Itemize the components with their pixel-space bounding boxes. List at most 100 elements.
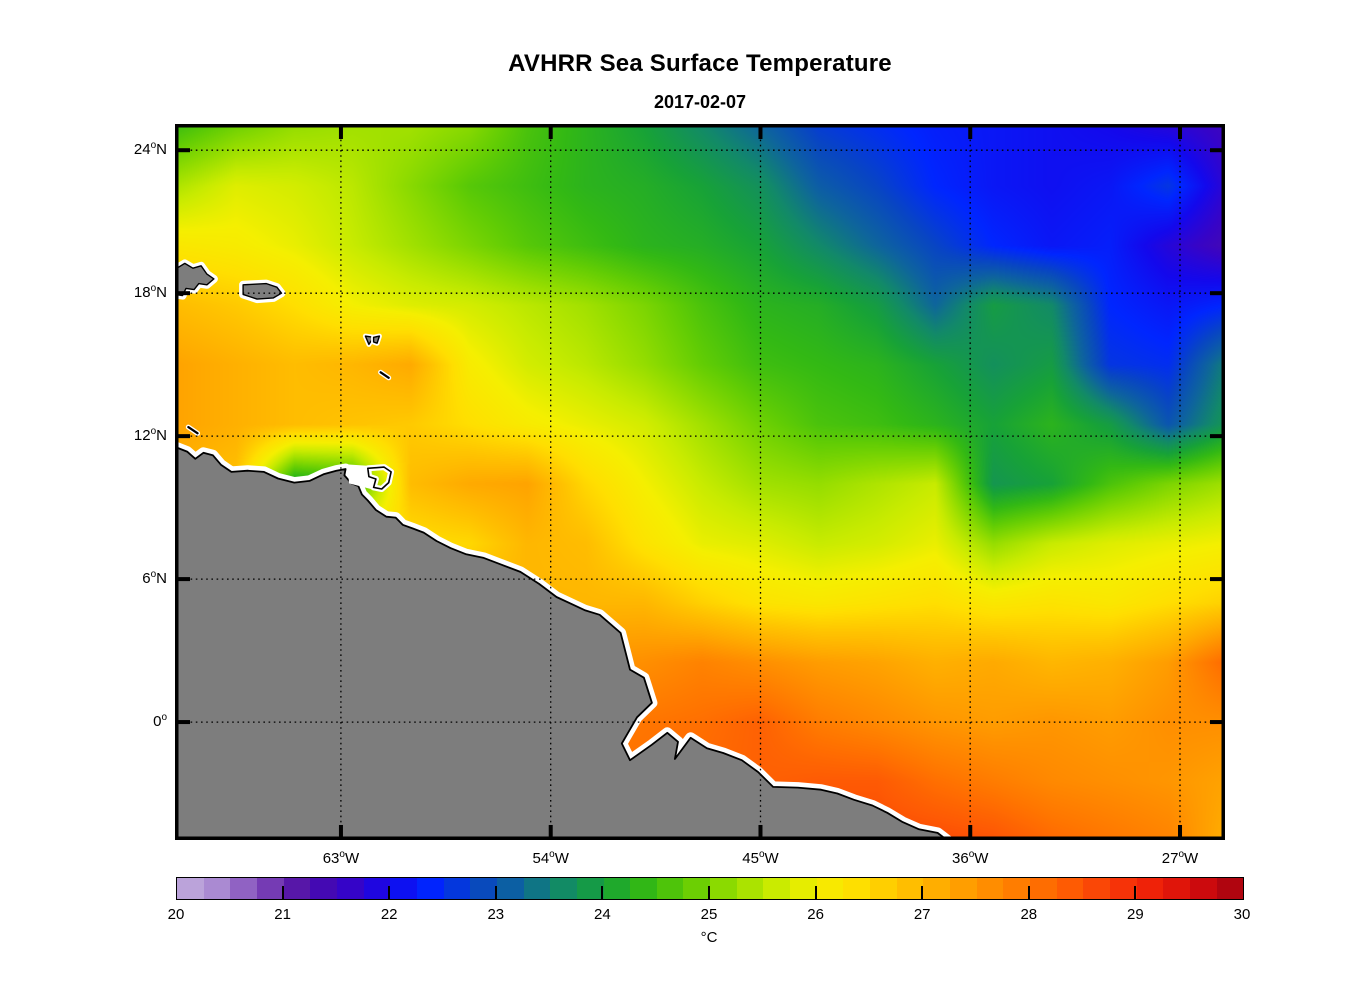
colorbar-segment [1163, 878, 1190, 899]
colorbar-segment [443, 878, 471, 899]
colorbar-segment [230, 878, 257, 899]
colorbar-tick-label: 24 [594, 906, 611, 923]
south-america-land [175, 446, 948, 840]
colorbar-tick [601, 886, 604, 899]
x-tick-top [1178, 126, 1183, 139]
colorbar-segment [843, 878, 871, 899]
x-axis-tick-label: 27oW [1161, 849, 1199, 868]
colorbar-segment [523, 878, 551, 899]
colorbar-segment [710, 878, 737, 899]
x-tick-bottom [1178, 825, 1183, 838]
colorbar-segment [1189, 878, 1217, 899]
colorbar-segment [363, 878, 391, 899]
colorbar-segment [763, 878, 791, 899]
colorbar-segment [390, 878, 417, 899]
colorbar-segment [416, 878, 444, 899]
colorbar-segment [256, 878, 284, 899]
y-tick-right [1210, 720, 1223, 725]
y-tick-left [177, 720, 190, 725]
colorbar-tick-label: 20 [167, 906, 185, 923]
colorbar-tick [281, 886, 284, 899]
colorbar-segment [496, 878, 524, 899]
martinique-island [379, 371, 390, 379]
x-axis-tick-label: 36oW [952, 849, 989, 868]
colorbar-tick-label: 29 [1127, 906, 1144, 923]
y-axis-tick-label: 6oN [142, 569, 167, 588]
colorbar-tick-label: 26 [807, 906, 824, 923]
puerto-rico-island [242, 282, 283, 300]
colorbar-tick [921, 886, 924, 899]
colorbar-segment [683, 878, 711, 899]
colorbar-tick-label: 30 [1233, 906, 1251, 923]
y-axis-tick-label: 18oN [133, 283, 167, 302]
y-tick-right [1210, 577, 1223, 582]
figure-title: AVHRR Sea Surface Temperature [508, 50, 892, 77]
colorbar-segment [1003, 878, 1030, 899]
colorbar-segment [310, 878, 337, 899]
colorbar-tick-label: 21 [274, 906, 291, 923]
x-axis-tick-label: 45oW [742, 849, 779, 868]
colorbar-units-label: °C [700, 929, 718, 946]
colorbar-segment [736, 878, 764, 899]
map-overlay [175, 124, 1225, 840]
colorbar-tick-label: 27 [913, 906, 931, 923]
colorbar-segment [1030, 878, 1057, 899]
x-tick-top [968, 126, 973, 139]
trinidad-outline [367, 466, 392, 490]
y-axis-tick-label: 12oN [133, 426, 167, 445]
colorbar-tick [388, 886, 391, 899]
x-axis-tick-label: 63oW [322, 849, 360, 868]
colorbar-segment [976, 878, 1004, 899]
colorbar-segment [870, 878, 897, 899]
colorbar-tick-label: 28 [1020, 906, 1038, 923]
guadeloupe-b-island [372, 335, 381, 344]
x-tick-bottom [968, 825, 973, 838]
y-tick-left [177, 577, 190, 582]
colorbar [176, 877, 1244, 900]
colorbar-tick-label: 22 [380, 906, 398, 923]
colorbar-segment [656, 878, 684, 899]
colorbar-segment [336, 878, 364, 899]
colorbar-segment [1109, 878, 1137, 899]
colorbar-tick [1134, 886, 1137, 899]
axes-frame [175, 124, 1225, 840]
y-tick-right [1210, 434, 1223, 439]
colorbar-segment [283, 878, 311, 899]
colorbar-segment [550, 878, 577, 899]
x-tick-top [548, 126, 553, 139]
colorbar-tick [814, 886, 817, 899]
colorbar-segment [790, 878, 817, 899]
colorbar-segment [576, 878, 604, 899]
colorbar-segment [1083, 878, 1110, 899]
bonaire-island [187, 426, 199, 435]
x-tick-top [338, 126, 343, 139]
x-tick-bottom [548, 825, 553, 838]
colorbar-segment [1056, 878, 1084, 899]
x-tick-bottom [758, 825, 763, 838]
y-axis-tick-label: 24oN [133, 140, 167, 159]
colorbar-tick-label: 25 [700, 906, 718, 923]
colorbar-segment [630, 878, 657, 899]
colorbar-segment [177, 878, 204, 899]
y-tick-left [177, 148, 190, 153]
y-tick-left [177, 434, 190, 439]
x-tick-top [758, 126, 763, 139]
colorbar-segment [923, 878, 951, 899]
colorbar-tick-label: 23 [487, 906, 505, 923]
y-tick-right [1210, 148, 1223, 153]
x-tick-bottom [338, 825, 343, 838]
colorbar-segment [603, 878, 631, 899]
gulf-of-paria-nodata [347, 464, 373, 490]
colorbar-tick [494, 886, 497, 899]
colorbar-segment [470, 878, 497, 899]
y-axis-tick-label: 0o [153, 712, 167, 731]
colorbar-segment [950, 878, 977, 899]
colorbar-segment [816, 878, 844, 899]
colorbar-tick [1027, 886, 1030, 899]
colorbar-segment [1136, 878, 1164, 899]
hispaniola-island [175, 262, 215, 297]
map-area [175, 124, 1225, 840]
x-axis-tick-label: 54oW [532, 849, 569, 868]
figure-subtitle: 2017-02-07 [653, 92, 747, 112]
